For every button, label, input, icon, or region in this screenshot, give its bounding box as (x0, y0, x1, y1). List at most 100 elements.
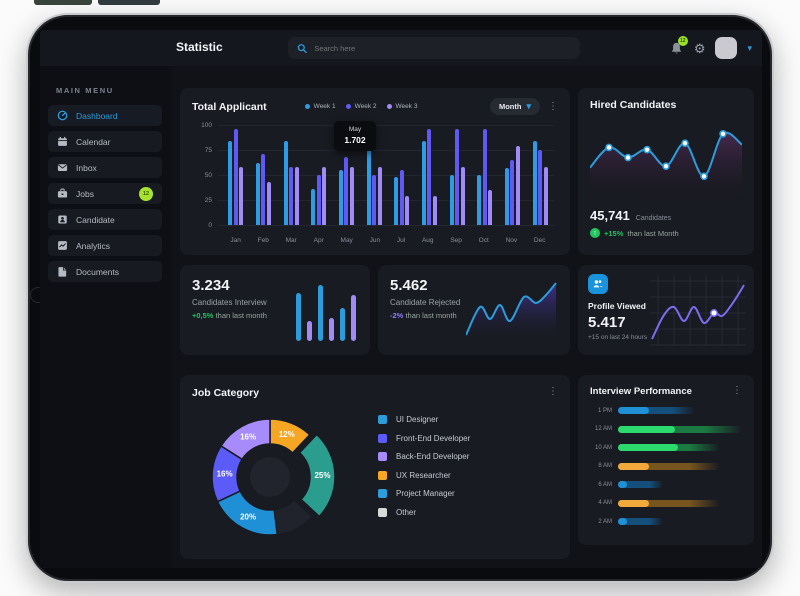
x-axis-label: Nov (505, 237, 518, 244)
sidebar-item-inbox[interactable]: Inbox (48, 157, 162, 178)
donut-slice-label: 12% (279, 430, 295, 439)
performance-bar-track (618, 462, 742, 470)
x-axis-label: Apr (313, 237, 324, 244)
legend-swatch (378, 452, 387, 461)
y-axis-label: 25 (204, 197, 212, 204)
bar-dim-segment (618, 481, 663, 488)
bar-week1 (338, 170, 343, 225)
notifications-button[interactable]: 12 (669, 35, 688, 56)
bar-bright-segment (618, 407, 649, 414)
sidebar-item-candidate[interactable]: Candidate (48, 209, 162, 230)
search-input[interactable] (314, 43, 571, 53)
jobs-icon (57, 188, 68, 198)
bar-group (449, 129, 465, 225)
bar-week3 (266, 182, 271, 225)
bar-week2 (510, 160, 515, 225)
x-axis-label: May (340, 237, 353, 244)
x-axis-labels: Jan Feb Mar Apr May Jun Jul Aug Sep Oct Nov Dec (222, 237, 554, 244)
x-axis-label: Sep (450, 237, 462, 244)
performance-rows: 1 PM 12 AM 10 AM 8 AM 6 AM 4 AM 2 AM (590, 407, 742, 525)
bar-week2 (538, 150, 543, 225)
y-axis-label: 75 (204, 147, 212, 154)
bar-groups (222, 125, 554, 225)
bar-week1 (283, 141, 288, 225)
performance-bar-track (618, 518, 742, 525)
sidebar-item-label: Analytics (76, 240, 111, 251)
top-navbar: Statistic 12 ⚙ ▾ (40, 30, 762, 66)
legend-swatch (378, 433, 387, 443)
bar-week3 (377, 167, 382, 225)
hired-value: 45,741 (590, 208, 630, 223)
profile-viewed-icon-badge (588, 274, 608, 294)
x-axis-label: Feb (257, 237, 269, 244)
y-axis-label: 100 (201, 122, 212, 129)
chevron-down-icon: ▾ (526, 101, 531, 111)
bar-week1 (532, 141, 537, 225)
period-dropdown[interactable]: Month ▾ (489, 98, 540, 115)
bar-week3 (543, 167, 548, 225)
hired-delta-suffix: than last Month (627, 228, 679, 238)
sidebar-item-label: Candidate (76, 214, 115, 225)
bar-week3 (460, 167, 465, 225)
bar-group (255, 154, 271, 225)
settings-button[interactable]: ⚙ (694, 42, 706, 55)
people-icon (593, 280, 603, 288)
notification-badge: 12 (677, 35, 688, 46)
bar-week2 (289, 167, 294, 225)
bar-week3 (405, 196, 410, 225)
kebab-menu-button[interactable]: ⋮ (732, 385, 742, 396)
bar-bright-segment (618, 462, 649, 470)
job-category-card: Job Category ⋮ 12% 25% 20% 16% 16% UI Design… (180, 375, 570, 559)
stat-delta-suffix: than last month (405, 311, 457, 320)
main-content: Total Applicant Week 1 Week 2 Week 3 Month… (172, 66, 762, 568)
sidebar-item-dashboard[interactable]: Dashboard (48, 105, 162, 126)
legend-label: Week 3 (395, 103, 418, 110)
bar-dim-segment (618, 462, 720, 470)
bar-week3 (515, 146, 520, 225)
chevron-down-icon: ▾ (747, 42, 752, 53)
app-body: MAIN MENU Dashboard Calendar Inbox Jobs … (40, 66, 762, 568)
bar-week1 (255, 163, 260, 225)
performance-bar-track (618, 425, 742, 433)
hired-candidates-card: Hired Candidates 45,741 Candidates ↑ +15… (578, 88, 754, 255)
performance-bar-track (618, 444, 742, 451)
bar-week3 (239, 167, 244, 225)
legend-dot (386, 104, 392, 109)
legend-swatch (378, 415, 387, 424)
legend-dot (304, 104, 310, 109)
kebab-menu-button[interactable]: ⋮ (548, 386, 558, 397)
search-icon (297, 43, 307, 53)
legend-item: Week 3 (386, 103, 418, 110)
bar-group (421, 129, 437, 225)
donut-slice[interactable] (219, 418, 271, 461)
donut-slice[interactable] (269, 418, 311, 455)
bar-group (532, 141, 548, 225)
tablet-frame: Statistic 12 ⚙ ▾ (26, 13, 774, 583)
performance-bar-track (618, 481, 742, 488)
legend-item: UI Designer (378, 415, 470, 424)
dashboard-screen: Statistic 12 ⚙ ▾ (40, 30, 762, 568)
kebab-menu-button[interactable]: ⋮ (548, 100, 558, 112)
donut-slice[interactable] (298, 433, 336, 518)
bar-dim-segment (618, 407, 695, 414)
bar-bright-segment (618, 499, 649, 507)
sidebar-item-calendar[interactable]: Calendar (48, 131, 162, 152)
time-label: 2 AM (598, 518, 612, 525)
bar-week1 (311, 189, 316, 225)
bar-group (477, 129, 493, 225)
performance-row: 8 AM (590, 462, 742, 470)
legend-item: UX Researcher (378, 470, 470, 480)
user-avatar[interactable] (715, 37, 738, 59)
bar-week1 (477, 175, 482, 225)
sidebar-item-analytics[interactable]: Analytics (48, 235, 162, 256)
legend-label: Week 2 (354, 103, 377, 110)
chart-tooltip: May 1.702 (334, 121, 376, 151)
gridline (218, 225, 554, 226)
bar-bright-segment (618, 425, 676, 433)
time-label: 12 AM (594, 426, 612, 432)
sidebar-item-documents[interactable]: Documents (48, 261, 162, 282)
sidebar-item-jobs[interactable]: Jobs 12 (48, 183, 162, 204)
search-bar[interactable] (288, 37, 580, 59)
profile-menu-button[interactable]: ▾ (747, 43, 752, 54)
bar-week1 (449, 175, 454, 225)
